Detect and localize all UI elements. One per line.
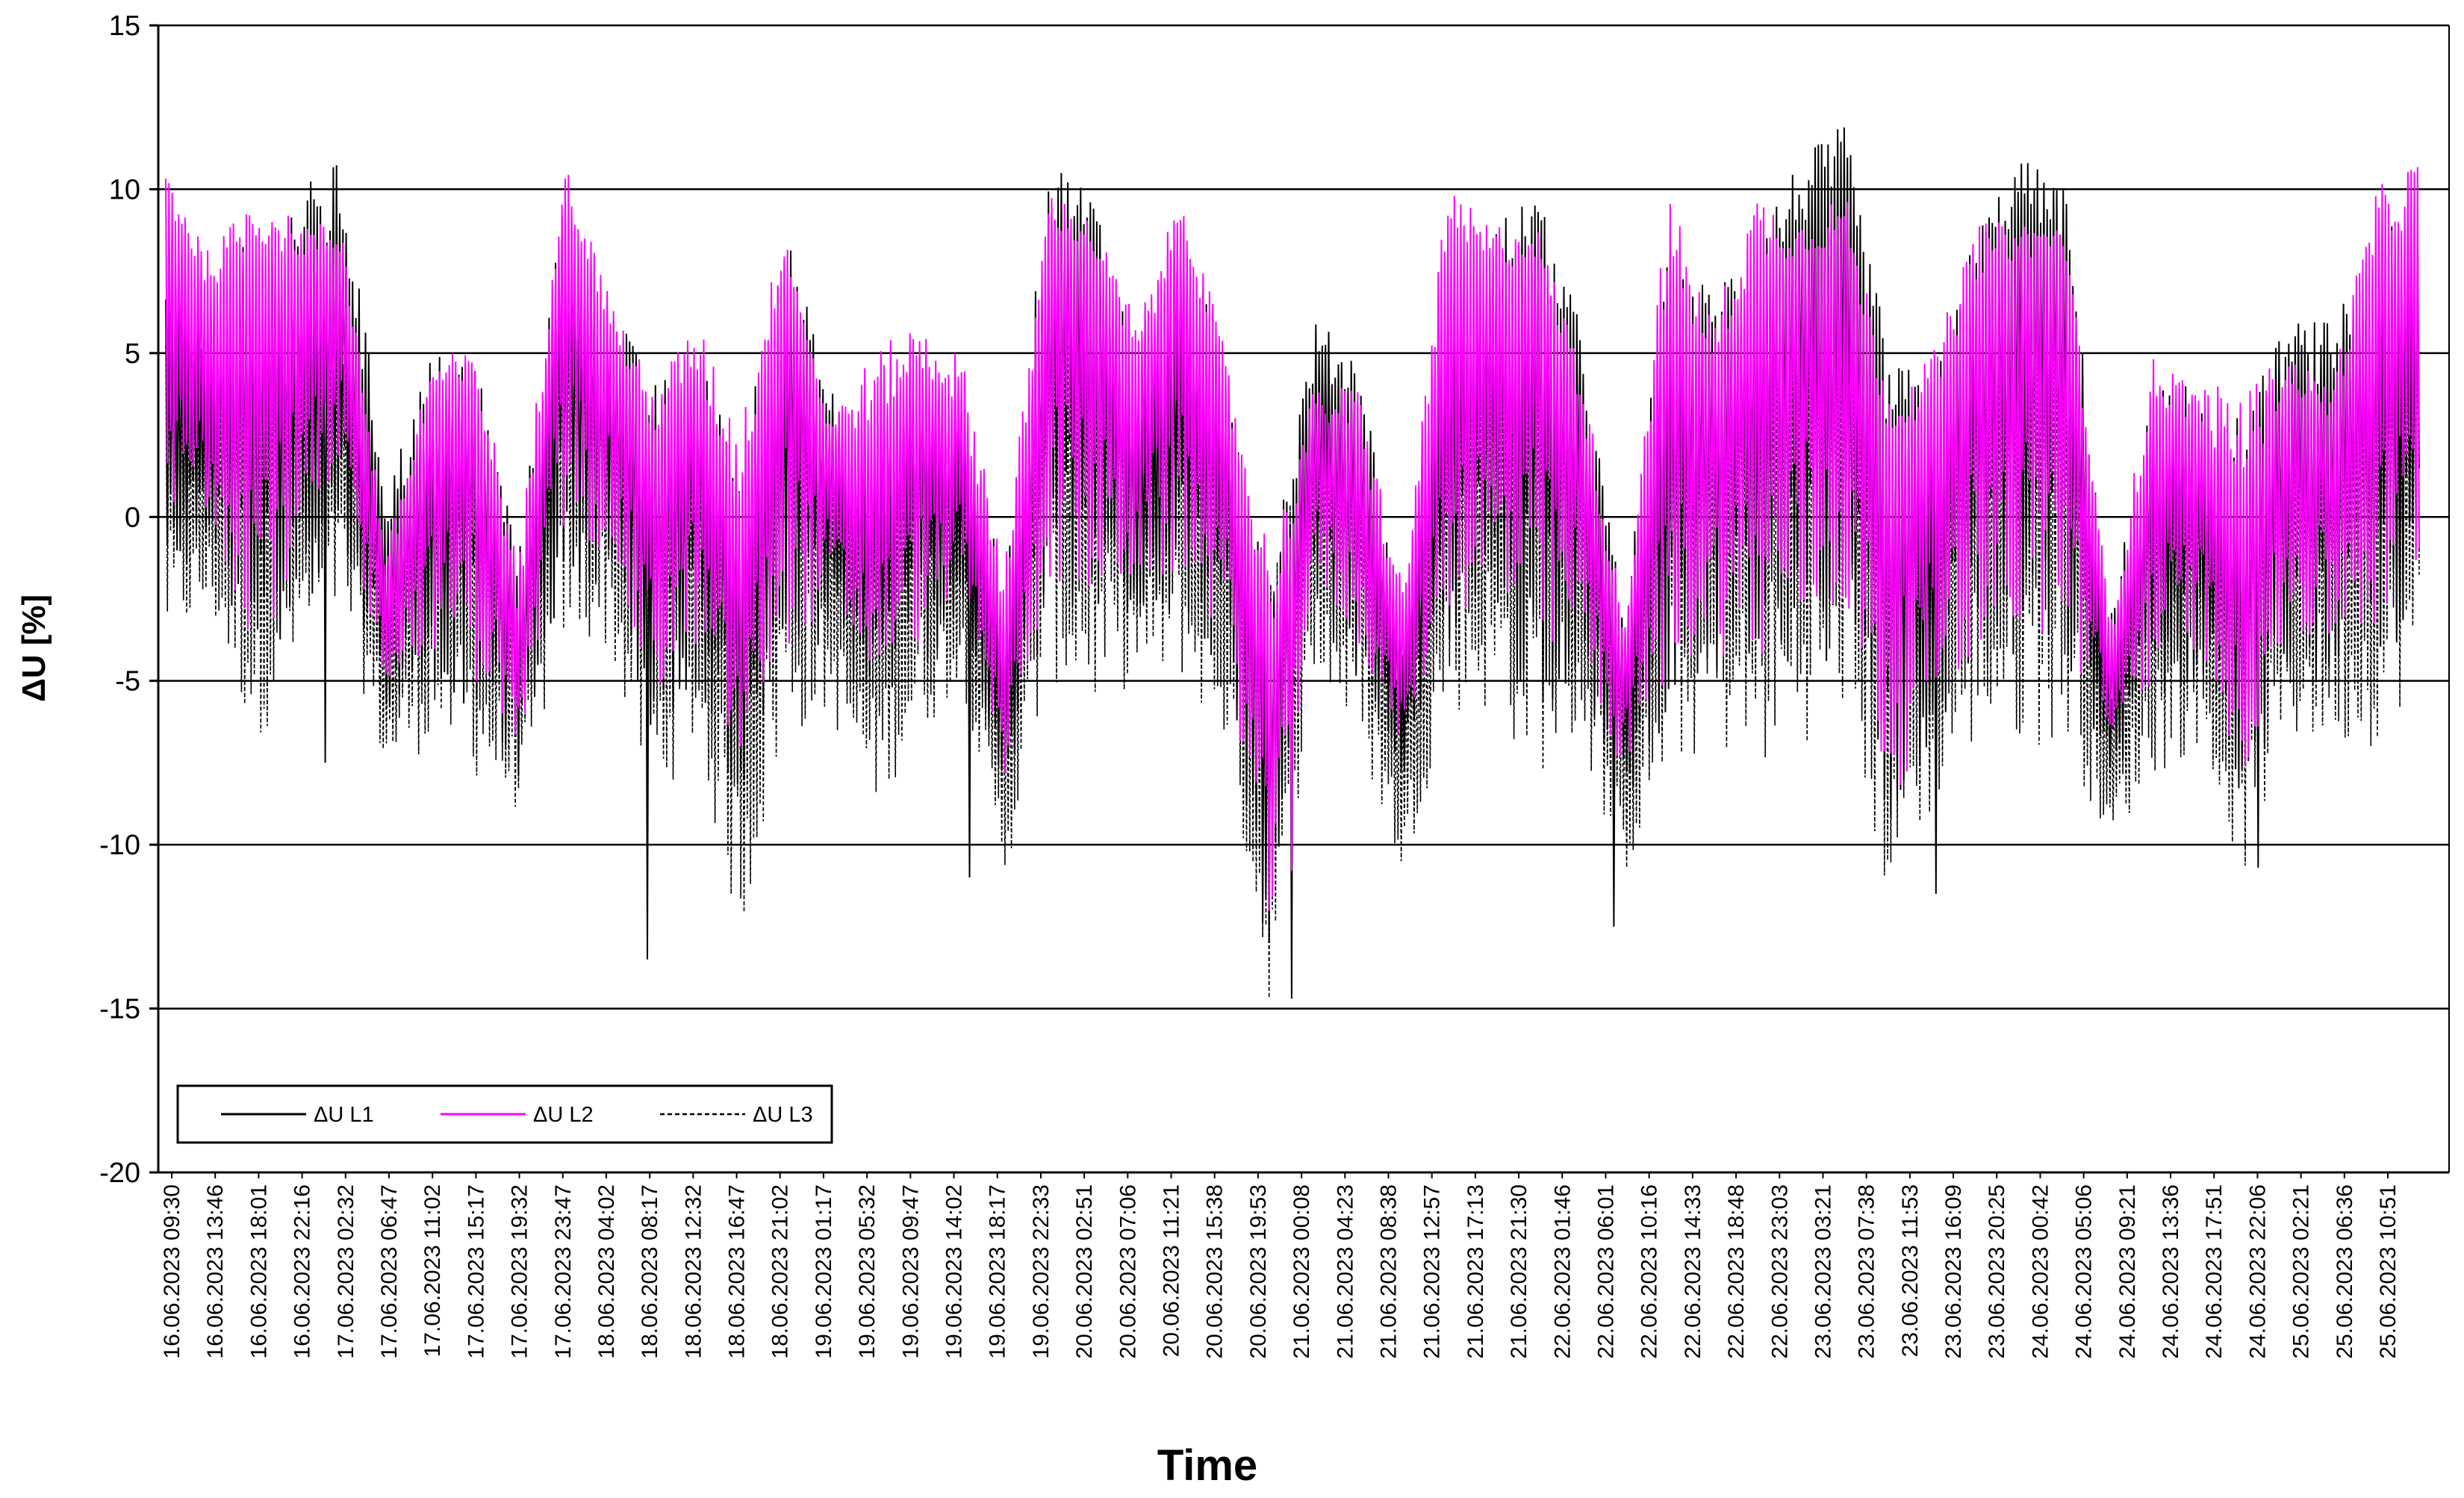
x-tick-label: 21.06.2023 04:23 <box>1333 1184 1357 1359</box>
x-tick-label: 19.06.2023 18:17 <box>986 1184 1010 1359</box>
y-tick-label: 10 <box>109 174 140 205</box>
x-tick-label: 17.06.2023 02:32 <box>334 1184 358 1359</box>
x-tick-label: 18.06.2023 21:02 <box>768 1184 793 1359</box>
x-tick-label: 19.06.2023 09:47 <box>898 1184 923 1359</box>
x-axis-label: Time <box>1157 1441 1257 1490</box>
x-tick-label: 22.06.2023 10:16 <box>1637 1184 1662 1359</box>
x-tick-label: 22.06.2023 06:01 <box>1593 1184 1618 1359</box>
y-tick-label: 15 <box>109 10 140 42</box>
x-tick-label: 19.06.2023 14:02 <box>942 1184 967 1359</box>
x-tick-label: 16.06.2023 22:16 <box>290 1184 315 1359</box>
y-tick-label: 0 <box>125 502 140 533</box>
series-line-2 <box>165 167 2420 911</box>
x-tick-label: 23.06.2023 16:09 <box>1941 1184 1966 1359</box>
legend-label-l2: ΔU L2 <box>533 1103 594 1127</box>
x-tick-label: 22.06.2023 01:46 <box>1550 1184 1575 1359</box>
series-group <box>165 127 2420 999</box>
x-tick-label: 16.06.2023 18:01 <box>246 1184 271 1359</box>
legend: ΔU L1 ΔU L2 ΔU L3 <box>176 1084 833 1144</box>
x-tick-label: 25.06.2023 06:36 <box>2333 1184 2357 1359</box>
x-tick-label: 23.06.2023 07:38 <box>1855 1184 1879 1359</box>
y-tick-label: -15 <box>99 994 140 1025</box>
x-tick-label: 18.06.2023 04:02 <box>594 1184 619 1359</box>
x-tick-label: 17.06.2023 06:47 <box>377 1184 402 1359</box>
x-tick-label: 20.06.2023 15:38 <box>1203 1184 1228 1359</box>
x-tick-label: 20.06.2023 19:53 <box>1246 1184 1271 1359</box>
y-tick-label: 5 <box>125 338 140 370</box>
x-tick-label: 23.06.2023 11:53 <box>1898 1184 1923 1357</box>
x-tick-label: 22.06.2023 23:03 <box>1767 1184 1792 1359</box>
x-tick-label: 24.06.2023 13:36 <box>2159 1184 2183 1359</box>
legend-label-l3: ΔU L3 <box>753 1103 813 1127</box>
y-tick-label: -5 <box>115 666 140 697</box>
x-tick-label: 23.06.2023 20:25 <box>1985 1184 2009 1359</box>
x-tick-label: 24.06.2023 17:51 <box>2202 1184 2227 1359</box>
legend-label-l1: ΔU L1 <box>314 1103 374 1127</box>
y-tick-label: -10 <box>99 830 140 861</box>
axes <box>149 24 2450 1178</box>
x-tick-label: 17.06.2023 15:17 <box>464 1184 488 1359</box>
x-tick-labels: 16.06.2023 09:30 16.06.2023 13:46 16.06.20… <box>160 1184 2401 1359</box>
x-tick-label: 18.06.2023 16:47 <box>725 1184 750 1359</box>
x-tick-label: 25.06.2023 10:51 <box>2376 1184 2401 1359</box>
x-tick-label: 24.06.2023 05:06 <box>2072 1184 2097 1359</box>
x-tick-label: 23.06.2023 03:21 <box>1811 1184 1835 1359</box>
x-tick-label: 16.06.2023 13:46 <box>203 1184 228 1359</box>
x-tick-label: 21.06.2023 12:57 <box>1420 1184 1445 1359</box>
x-tick-label: 19.06.2023 05:32 <box>855 1184 880 1359</box>
y-tick-label: -20 <box>99 1157 140 1189</box>
x-tick-label: 18.06.2023 08:17 <box>638 1184 662 1359</box>
x-tick-label: 18.06.2023 12:32 <box>681 1184 706 1359</box>
x-tick-label: 25.06.2023 02:21 <box>2289 1184 2314 1359</box>
x-tick-label: 22.06.2023 18:48 <box>1724 1184 1749 1359</box>
y-axis-label: ΔU [%] <box>16 594 52 702</box>
x-tick-label: 16.06.2023 09:30 <box>160 1184 184 1359</box>
x-tick-label: 21.06.2023 17:13 <box>1463 1184 1488 1359</box>
x-tick-label: 24.06.2023 22:06 <box>2245 1184 2270 1359</box>
x-tick-label: 17.06.2023 23:47 <box>551 1184 576 1359</box>
x-tick-label: 17.06.2023 11:02 <box>420 1184 445 1357</box>
x-tick-label: 21.06.2023 21:30 <box>1507 1184 1531 1359</box>
x-tick-label: 24.06.2023 00:42 <box>2028 1184 2053 1359</box>
y-tick-labels: 15 10 5 0 -5 -10 -15 -20 <box>99 10 140 1189</box>
x-tick-label: 20.06.2023 07:06 <box>1116 1184 1140 1359</box>
x-tick-label: 24.06.2023 09:21 <box>2115 1184 2140 1359</box>
series-line-3 <box>165 276 2420 998</box>
x-tick-label: 20.06.2023 02:51 <box>1072 1184 1097 1359</box>
x-tick-label: 19.06.2023 22:33 <box>1029 1184 1054 1359</box>
x-tick-label: 21.06.2023 08:38 <box>1376 1184 1401 1359</box>
x-tick-label: 17.06.2023 19:32 <box>508 1184 532 1359</box>
x-tick-label: 22.06.2023 14:33 <box>1681 1184 1705 1359</box>
x-tick-label: 20.06.2023 11:21 <box>1160 1184 1184 1357</box>
x-tick-label: 19.06.2023 01:17 <box>812 1184 836 1359</box>
x-tick-label: 21.06.2023 00:08 <box>1289 1184 1314 1359</box>
